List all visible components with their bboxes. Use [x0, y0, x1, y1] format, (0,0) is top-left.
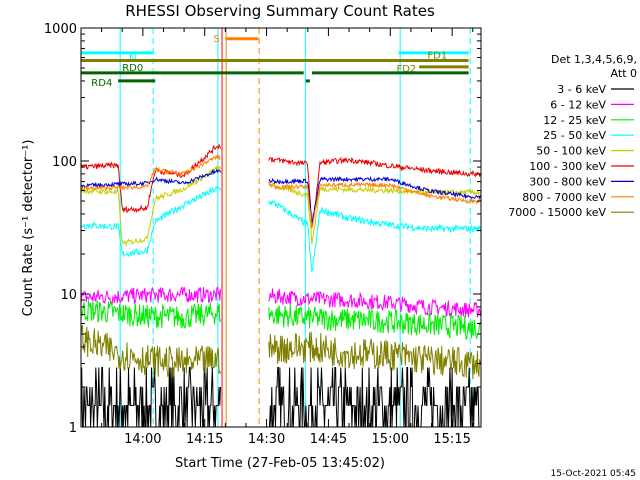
series-line [268, 304, 481, 341]
series-300-800-kev [81, 168, 481, 224]
series-line [81, 153, 221, 192]
annotation-label: FD1 [427, 50, 447, 61]
axes: 1 10 100 1000 14:00 14:15 14:30 14:45 15:00 15:15 [44, 22, 481, 447]
series-12-25-kev [81, 300, 481, 341]
series-25-50-kev [81, 185, 481, 273]
series-line [81, 185, 221, 258]
legend-label: 300 - 800 keV [529, 175, 606, 188]
legend-label: 3 - 6 keV [557, 83, 606, 96]
legend-label: 800 - 7000 keV [522, 191, 606, 204]
series-7000-15000-kev [81, 324, 481, 380]
legend-label: 12 - 25 keV [543, 114, 606, 127]
y-axis-label: Count Rate (s⁻¹ detector⁻¹) [21, 140, 36, 317]
data-series [81, 143, 481, 427]
series-line [268, 288, 481, 318]
annotation-label: S [213, 34, 219, 45]
series-line [81, 168, 221, 189]
x-tick-label: 14:30 [248, 432, 285, 447]
series-800-7000-kev [81, 153, 481, 230]
x-tick-label: 14:15 [186, 432, 223, 447]
x-tick-label: 14:00 [124, 432, 161, 447]
series-line [268, 200, 481, 273]
x-tick-label: 14:45 [310, 432, 347, 447]
series-line [81, 367, 221, 427]
series-3-6-kev [81, 367, 481, 427]
x-axis-label: Start Time (27-Feb-05 13:45:02) [175, 456, 385, 471]
annotation-label: FD2 [396, 64, 416, 75]
series-line [268, 367, 481, 427]
series-line [268, 331, 481, 380]
annotation-label: N [129, 53, 136, 64]
legend: Det 1,3,4,5,6,9,Att 0 3 - 6 keV 6 - 12 keV… [508, 53, 637, 219]
y-tick-label: 100 [52, 155, 77, 170]
legend-label: 25 - 50 keV [543, 129, 606, 142]
plot-frame [80, 27, 482, 428]
y-tick-label: 10 [60, 288, 77, 303]
y-tick-label: 1000 [44, 22, 77, 37]
series-100-300-kev [81, 143, 481, 229]
series-line [268, 175, 481, 224]
legend-label: 100 - 300 keV [529, 160, 606, 173]
series-line [81, 143, 221, 214]
series-line [268, 156, 481, 229]
legend-label: 6 - 12 keV [550, 98, 606, 111]
x-tick-label: 15:00 [372, 432, 409, 447]
timestamp: 15-Oct-2021 05:45 [551, 469, 636, 479]
chart-title: RHESSI Observing Summary Count Rates [125, 2, 435, 20]
legend-label: 50 - 100 keV [536, 145, 606, 158]
series-line [268, 181, 481, 230]
series-line [81, 300, 221, 330]
series-line [81, 324, 221, 378]
mode-annotations: N S FD1 FD2 RD0 RD4 [81, 34, 469, 89]
series-line [81, 164, 221, 247]
annotation-label: RD0 [122, 63, 143, 74]
annotation-label: RD4 [91, 78, 112, 89]
series-line [81, 285, 221, 306]
x-tick-label: 15:15 [433, 432, 470, 447]
series-6-12-kev [81, 285, 481, 318]
y-tick-label: 1 [69, 421, 77, 436]
legend-header: Att 0 [611, 67, 637, 80]
legend-label: 7000 - 15000 keV [508, 206, 606, 219]
legend-header: Det 1,3,4,5,6,9, [551, 53, 637, 66]
